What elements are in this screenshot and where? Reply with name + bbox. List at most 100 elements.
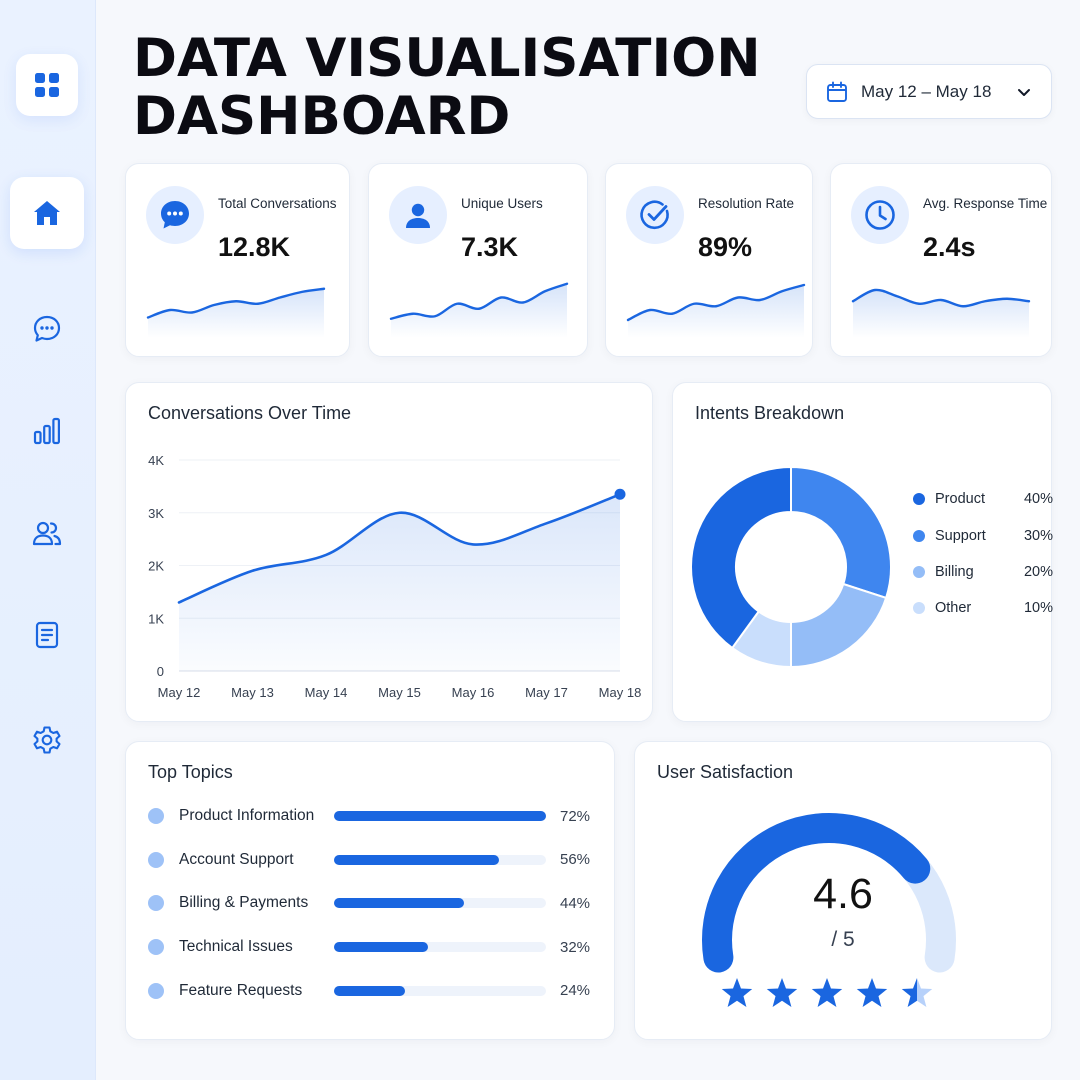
legend-swatch: [913, 566, 925, 578]
sidebar-item-conversations[interactable]: [14, 296, 80, 362]
kpi-label: Unique Users: [461, 196, 543, 211]
x-tick-label: May 15: [378, 685, 421, 700]
sparkline-line: [851, 288, 1031, 308]
x-tick-label: May 12: [158, 685, 201, 700]
calendar-icon: [827, 81, 847, 102]
y-tick-label: 4K: [148, 453, 164, 468]
sidebar-item-users[interactable]: [14, 500, 80, 566]
topic-bar-track: [334, 854, 546, 865]
kpi-value: 2.4s: [923, 232, 976, 262]
date-range-picker[interactable]: May 12 – May 18: [806, 64, 1052, 119]
topic-value: 44%: [560, 894, 591, 912]
topic-value: 56%: [560, 851, 591, 869]
sparkline-line: [389, 282, 569, 320]
bar-chart-icon: [33, 417, 60, 445]
star-icon: [901, 978, 933, 1007]
y-tick-label: 3K: [148, 506, 164, 521]
kpi-card-total-conversations: Total Conversations 12.8K: [125, 163, 350, 357]
legend-swatch: [913, 530, 925, 542]
y-tick-label: 0: [157, 664, 164, 679]
legend-label: Support: [935, 528, 986, 544]
star-icon: [721, 978, 753, 1007]
page-title: DATA VISUALISATION DASHBOARD: [133, 28, 761, 147]
sidebar-item-settings[interactable]: [14, 707, 80, 773]
kpi-sparkline: [851, 288, 1031, 338]
topic-dot: [148, 808, 164, 824]
card-title: Conversations Over Time: [148, 403, 352, 423]
donut-slice-product: [690, 465, 792, 650]
kpi-card-unique-users: Unique Users 7.3K: [368, 163, 588, 357]
star-rating: [721, 978, 933, 1007]
intents-donut-chart: [690, 465, 892, 669]
topic-row: Account Support 56%: [148, 849, 598, 871]
sparkline-line: [146, 287, 326, 319]
sparkline-area: [391, 283, 567, 338]
legend-value: 30%: [1023, 528, 1053, 544]
sidebar-item-analytics[interactable]: [14, 398, 80, 464]
conversations-line-chart: 0 1K 2K 3K 4K May 12 May 13 May 14 May 15 May 16 M…: [148, 453, 642, 700]
legend-value: 20%: [1023, 564, 1053, 580]
legend-label: Product: [935, 491, 985, 507]
sidebar-item-reports[interactable]: [14, 602, 80, 668]
sparkline-area: [853, 289, 1029, 338]
x-tick-label: May 18: [599, 685, 642, 700]
users-icon: [32, 521, 62, 546]
topic-dot: [148, 851, 164, 868]
intents-breakdown-card: Intents Breakdown Product 40% Support 30…: [672, 382, 1053, 722]
topic-bar-track: [334, 985, 546, 996]
date-range-label: May 12 – May 18: [861, 81, 992, 101]
y-tick-label: 2K: [148, 559, 164, 574]
topic-row: Technical Issues 32%: [148, 936, 598, 958]
sparkline-area: [148, 288, 324, 338]
sidebar: [0, 0, 96, 1080]
document-icon: [35, 621, 59, 649]
topic-label: Technical Issues: [179, 938, 293, 956]
clock-icon: [865, 200, 895, 230]
legend-label: Other: [935, 600, 972, 616]
topic-bar: [334, 898, 464, 909]
card-title: User Satisfaction: [657, 762, 794, 782]
series-end-point: [614, 488, 626, 500]
topic-bar: [334, 854, 499, 865]
topic-dot: [148, 939, 164, 956]
chevron-down-icon: [1018, 88, 1030, 96]
topic-label: Feature Requests: [179, 981, 303, 999]
card-title: Top Topics: [148, 762, 233, 782]
legend-value: 10%: [1023, 600, 1053, 616]
kpi-value: 7.3K: [461, 232, 519, 262]
topic-value: 32%: [560, 938, 591, 956]
kpi-icon-wrap: [626, 186, 684, 244]
top-topics-card: Top Topics Product Information 72% Account…: [125, 741, 615, 1040]
legend-swatch: [913, 602, 925, 614]
topic-dot: [148, 895, 164, 912]
x-tick-label: May 17: [525, 685, 568, 700]
grid-icon: [35, 73, 59, 97]
kpi-label: Resolution Rate: [698, 196, 795, 211]
home-icon: [34, 201, 60, 225]
topic-label: Product Information: [179, 807, 315, 824]
topic-value: 72%: [560, 807, 591, 825]
card-title: Intents Breakdown: [695, 403, 845, 423]
star-icon: [856, 978, 888, 1007]
kpi-label: Avg. Response Time: [923, 196, 1048, 211]
legend-item-product: Product 40%: [913, 489, 1053, 509]
sidebar-item-logo[interactable]: [16, 54, 78, 116]
legend-label: Billing: [935, 564, 974, 580]
sparkline-line: [626, 283, 806, 322]
topic-bar: [334, 985, 405, 996]
kpi-icon-wrap: [389, 186, 447, 244]
user-satisfaction-card: User Satisfaction 4.6 / 5: [634, 741, 1052, 1040]
sidebar-item-home[interactable]: [10, 177, 84, 249]
kpi-icon-wrap: [851, 186, 909, 244]
kpi-label: Total Conversations: [218, 196, 337, 211]
x-tick-label: May 16: [452, 685, 495, 700]
x-tick-label: May 14: [305, 685, 348, 700]
y-tick-label: 1K: [148, 611, 164, 626]
legend-value: 40%: [1023, 491, 1053, 507]
topic-bar: [334, 811, 546, 821]
kpi-value: 12.8K: [218, 232, 291, 262]
kpi-sparkline: [389, 282, 569, 338]
topic-dot: [148, 982, 164, 999]
topic-row: Product Information 72%: [148, 805, 598, 827]
legend-item-billing: Billing 20%: [913, 562, 1053, 582]
